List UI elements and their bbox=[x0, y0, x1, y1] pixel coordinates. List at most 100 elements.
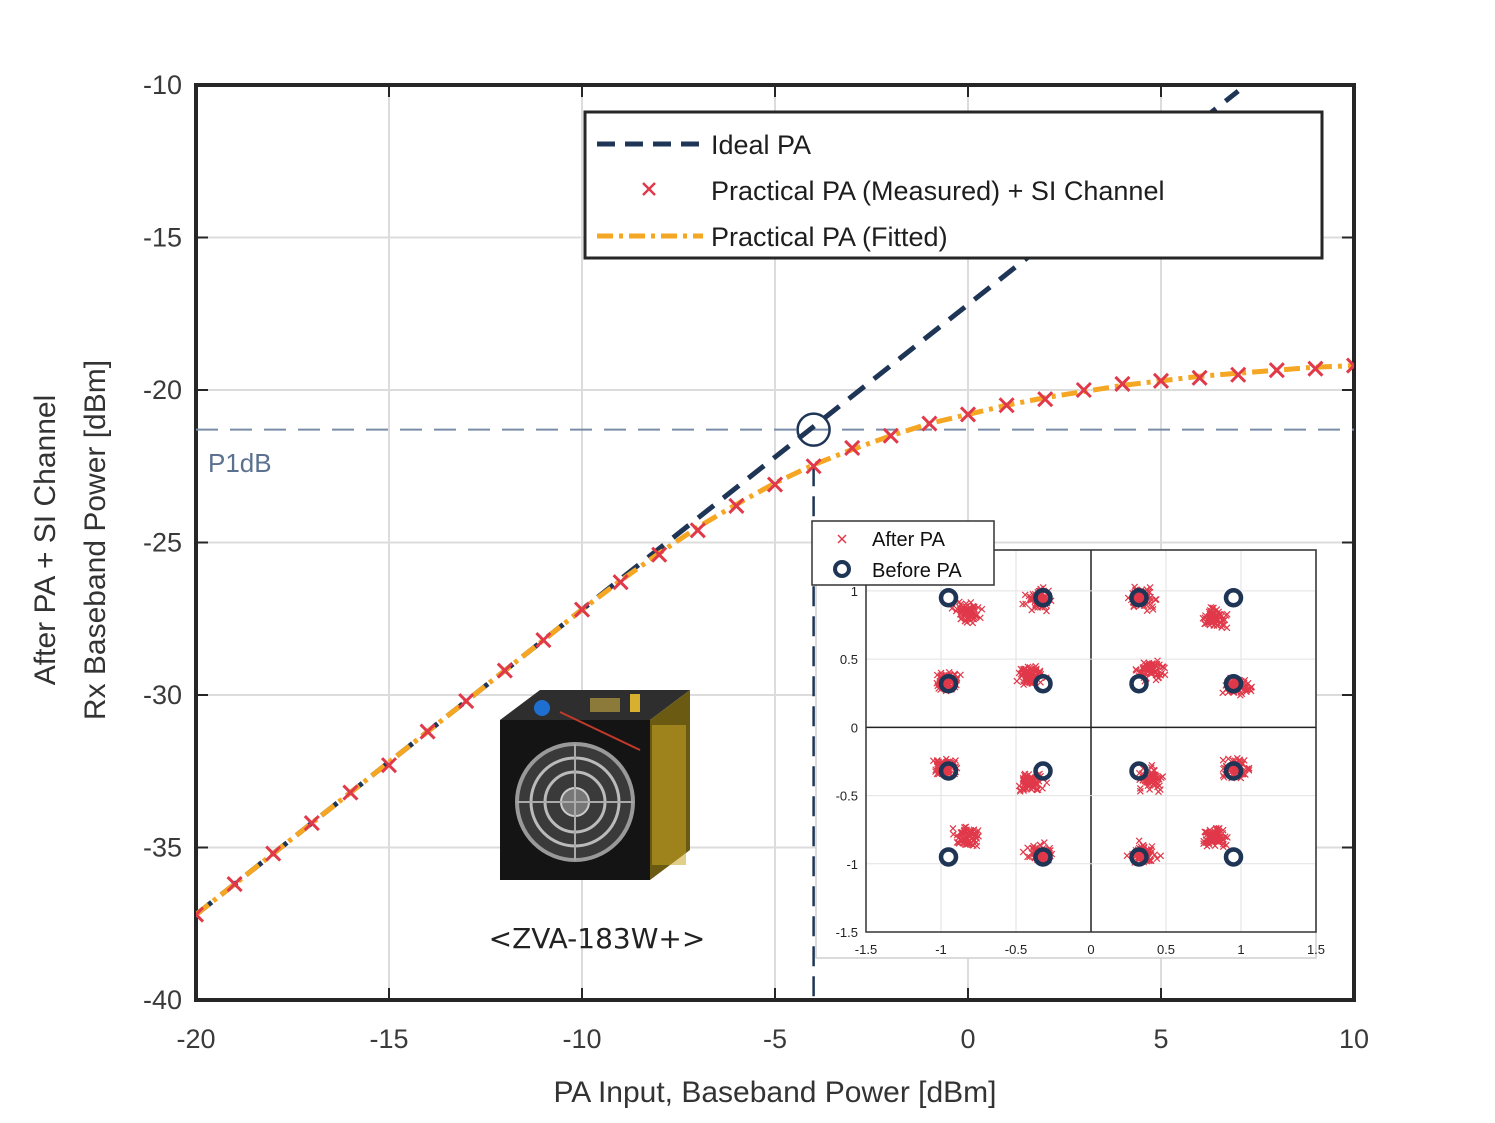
inset-legend-swatch-after bbox=[837, 534, 847, 544]
y-tick-label: -40 bbox=[143, 985, 182, 1015]
before-pa-point bbox=[938, 588, 959, 608]
after-pa-point bbox=[1135, 853, 1143, 861]
before-pa-point bbox=[938, 761, 959, 781]
before-pa-point bbox=[1033, 761, 1053, 781]
main-x-ticks: -20 -15 -10 -5 0 5 10 bbox=[176, 85, 1369, 1054]
before-pa-point bbox=[1223, 761, 1244, 781]
measured-point bbox=[573, 601, 591, 618]
measured-point bbox=[844, 439, 861, 457]
after-pa-point bbox=[933, 671, 941, 679]
before-pa-point bbox=[1129, 673, 1149, 694]
p1db-guides bbox=[196, 428, 1354, 1000]
after-pa-point bbox=[1157, 774, 1165, 782]
after-pa-point bbox=[1136, 785, 1144, 792]
inset-y-tick-label: -0.5 bbox=[836, 789, 858, 804]
before-pa-point bbox=[1129, 847, 1149, 867]
after-pa-point bbox=[1149, 660, 1156, 667]
after-pa-point bbox=[1161, 664, 1168, 672]
measured-point bbox=[458, 693, 475, 710]
after-pa-point bbox=[1203, 828, 1210, 836]
after-pa-point bbox=[1148, 775, 1156, 783]
measured-point bbox=[1075, 381, 1092, 399]
after-pa-point bbox=[1224, 755, 1232, 763]
after-pa-point bbox=[1148, 843, 1156, 850]
measured-point bbox=[265, 845, 282, 862]
after-pa-point bbox=[978, 605, 986, 613]
measured-point bbox=[882, 427, 899, 444]
after-pa-point bbox=[964, 835, 972, 843]
after-pa-point bbox=[1205, 839, 1213, 847]
measured-point bbox=[1307, 360, 1324, 377]
after-pa-point bbox=[961, 610, 969, 617]
measured-point bbox=[959, 406, 977, 423]
y-tick-label: -10 bbox=[143, 70, 182, 100]
after-pa-point bbox=[976, 614, 984, 622]
inset-y-tick-label: -1 bbox=[846, 857, 858, 872]
x-axis-label: PA Input, Baseband Power [dBm] bbox=[553, 1076, 996, 1109]
measured-point bbox=[380, 757, 398, 774]
after-pa-point bbox=[1205, 613, 1213, 621]
after-pa-point bbox=[970, 836, 978, 844]
after-pa-point bbox=[1213, 837, 1221, 845]
x-tick-label: -15 bbox=[369, 1024, 408, 1054]
after-pa-point bbox=[1022, 678, 1030, 686]
measured-point bbox=[728, 497, 745, 514]
after-pa-point bbox=[1148, 670, 1156, 677]
x-tick-label: -20 bbox=[176, 1024, 215, 1054]
y-tick-label: -30 bbox=[143, 680, 182, 710]
measured-point bbox=[689, 522, 706, 539]
after-pa-point bbox=[949, 830, 957, 838]
after-pa-point bbox=[959, 829, 967, 837]
y-tick-label: -35 bbox=[143, 833, 182, 863]
after-pa-point bbox=[1022, 772, 1029, 780]
after-pa-point bbox=[1019, 848, 1027, 856]
after-pa-point bbox=[949, 825, 957, 832]
inset-y-tick-label: 0 bbox=[851, 720, 858, 735]
after-pa-point bbox=[1219, 756, 1227, 764]
after-pa-point bbox=[1153, 855, 1161, 863]
x-tick-label: 5 bbox=[1153, 1024, 1168, 1054]
after-pa-point bbox=[1135, 856, 1143, 864]
y-tick-label: -25 bbox=[143, 528, 182, 558]
after-pa-point bbox=[1219, 843, 1227, 851]
after-pa-point bbox=[1123, 852, 1131, 860]
main-legend-box bbox=[583, 110, 1324, 260]
before-pa-point bbox=[1033, 847, 1053, 867]
after-pa-point bbox=[958, 614, 966, 622]
after-pa-point bbox=[1210, 621, 1218, 629]
after-pa-point bbox=[970, 829, 978, 837]
after-pa-point bbox=[1217, 611, 1224, 619]
measured-point bbox=[805, 458, 822, 475]
after-pa-point bbox=[1020, 668, 1028, 676]
after-pa-point bbox=[1022, 668, 1030, 676]
y-tick-label: -20 bbox=[143, 375, 182, 405]
inset-legend-label-before: Before PA bbox=[872, 560, 962, 582]
after-pa-point bbox=[1132, 665, 1140, 673]
inset-x-tick-label: -0.5 bbox=[1005, 942, 1027, 957]
after-pa-point bbox=[1158, 669, 1166, 677]
after-pa-point bbox=[1143, 778, 1151, 786]
after-pa-point bbox=[1157, 671, 1165, 679]
inset-legend-swatch-before bbox=[833, 560, 851, 578]
before-pa-point bbox=[1223, 588, 1244, 608]
x-tick-label: -10 bbox=[562, 1024, 601, 1054]
after-pa-point bbox=[1233, 754, 1241, 762]
p1db-circle bbox=[796, 412, 831, 447]
after-pa-point bbox=[1148, 769, 1156, 777]
after-pa-point bbox=[1146, 669, 1154, 677]
after-pa-point bbox=[933, 757, 941, 764]
after-pa-point bbox=[1218, 623, 1226, 631]
after-pa-point bbox=[962, 823, 970, 831]
inset-ticks: -1.5 -1 -0.5 0 0.5 1 1.5 1 0.5 0 -0.5 -1 -1.5 bbox=[836, 584, 1325, 957]
main-y-ticks: -10-15-20-25-30-35-40 bbox=[143, 70, 1354, 1015]
p1db-marker bbox=[796, 412, 831, 447]
after-pa-point bbox=[1136, 787, 1144, 795]
legend-label-measured: Practical PA (Measured) + SI Channel bbox=[711, 176, 1164, 206]
after-pa-point bbox=[1032, 778, 1040, 786]
after-pa-point bbox=[1028, 671, 1036, 679]
measured-point bbox=[1114, 375, 1131, 392]
measured-point bbox=[612, 574, 629, 591]
after-pa-point bbox=[1199, 614, 1207, 622]
after-pa-point bbox=[1219, 826, 1227, 834]
